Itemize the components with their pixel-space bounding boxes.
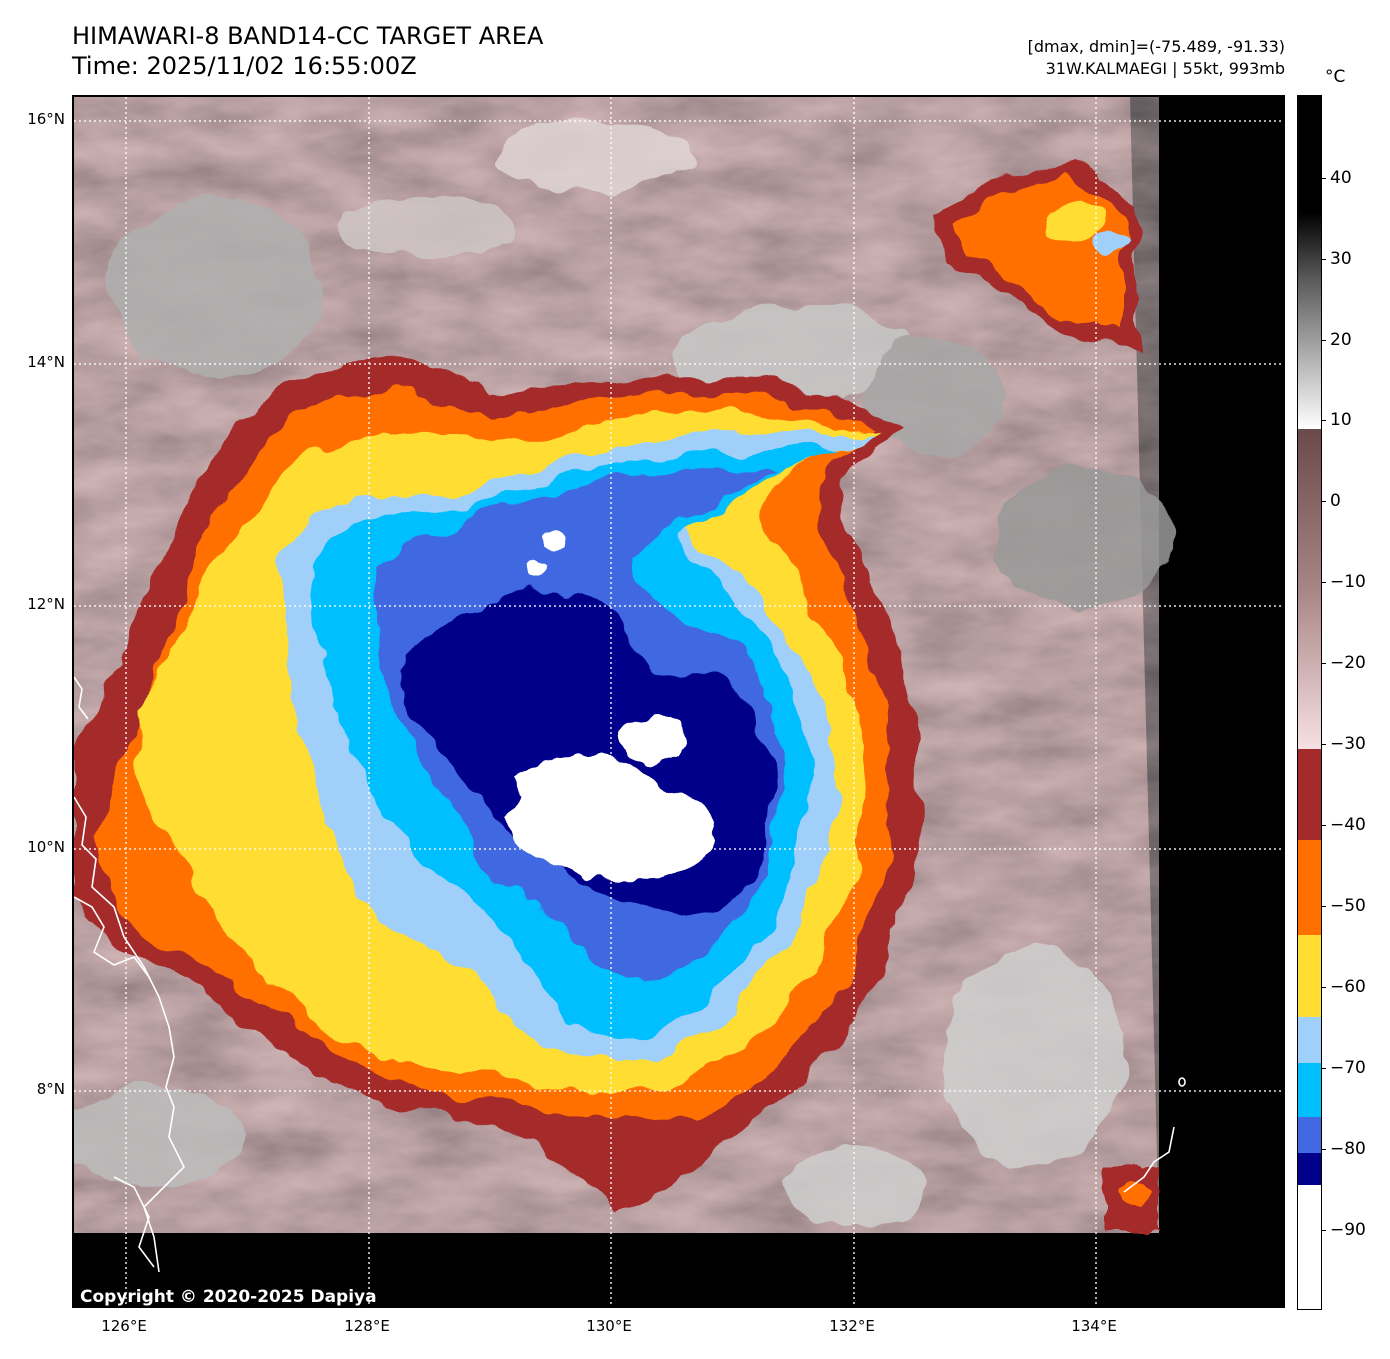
- colorbar-tick: [1321, 501, 1326, 502]
- colorbar-tick: [1321, 178, 1326, 179]
- colorbar-unit: °C: [1325, 67, 1346, 87]
- temperature-colorbar: [1297, 95, 1322, 1310]
- colorbar-label: −80: [1330, 1139, 1366, 1159]
- lon-label-126e: 126°E: [101, 1317, 147, 1335]
- lon-label-132e: 132°E: [829, 1317, 875, 1335]
- satellite-imagery: Copyright © 2020-2025 Dapiya: [74, 97, 1283, 1307]
- colorbar-label: 10: [1330, 410, 1352, 430]
- colorbar-label: 0: [1330, 491, 1341, 511]
- lat-label-16n: 16°N: [27, 110, 65, 128]
- satellite-map: Copyright © 2020-2025 Dapiya: [72, 95, 1285, 1308]
- northeast-convection: [934, 157, 1134, 347]
- colorbar-tick: [1321, 1068, 1326, 1069]
- map-time: Time: 2025/11/02 16:55:00Z: [72, 52, 417, 80]
- map-gridlines: [74, 97, 1283, 1306]
- map-title: HIMAWARI-8 BAND14-CC TARGET AREA: [72, 22, 544, 50]
- colorbar-label: −70: [1330, 1058, 1366, 1078]
- colorbar-label: 30: [1330, 249, 1352, 269]
- southeast-convection: [1104, 1167, 1159, 1232]
- lon-label-128e: 128°E: [344, 1317, 390, 1335]
- colorbar-tick: [1321, 420, 1326, 421]
- lat-label-14n: 14°N: [27, 353, 65, 371]
- colorbar-label: −50: [1330, 896, 1366, 916]
- colorbar-label: −90: [1330, 1220, 1366, 1240]
- colorbar-tick: [1321, 825, 1326, 826]
- lat-label-8n: 8°N: [36, 1080, 65, 1098]
- colorbar-tick: [1321, 744, 1326, 745]
- colorbar-tick: [1321, 582, 1326, 583]
- colorbar-label: −60: [1330, 977, 1366, 997]
- colorbar-label: 20: [1330, 330, 1352, 350]
- scattered-clouds: [74, 122, 1174, 1227]
- colorbar-tick: [1321, 906, 1326, 907]
- coldest-cloud-tops: [504, 532, 715, 881]
- copyright-text: Copyright © 2020-2025 Dapiya: [80, 1287, 377, 1307]
- colorbar-tick: [1321, 1230, 1326, 1231]
- colorbar-label: −10: [1330, 572, 1366, 592]
- lon-label-134e: 134°E: [1071, 1317, 1117, 1335]
- colorbar-tick: [1321, 259, 1326, 260]
- colorbar-label: −30: [1330, 734, 1366, 754]
- dmax-dmin-readout: [dmax, dmin]=(-75.489, -91.33): [1027, 37, 1285, 56]
- colorbar-label: −20: [1330, 653, 1366, 673]
- lon-label-130e: 130°E: [586, 1317, 632, 1335]
- colorbar-tick: [1321, 340, 1326, 341]
- lat-label-10n: 10°N: [27, 838, 65, 856]
- lat-label-12n: 12°N: [27, 595, 65, 613]
- colorbar-label: 40: [1330, 168, 1352, 188]
- colorbar-tick: [1321, 987, 1326, 988]
- colorbar-tick: [1321, 663, 1326, 664]
- colorbar-label: −40: [1330, 815, 1366, 835]
- coastlines: [74, 676, 1186, 1273]
- colorbar-tick: [1321, 1149, 1326, 1150]
- storm-info: 31W.KALMAEGI | 55kt, 993mb: [1045, 59, 1285, 78]
